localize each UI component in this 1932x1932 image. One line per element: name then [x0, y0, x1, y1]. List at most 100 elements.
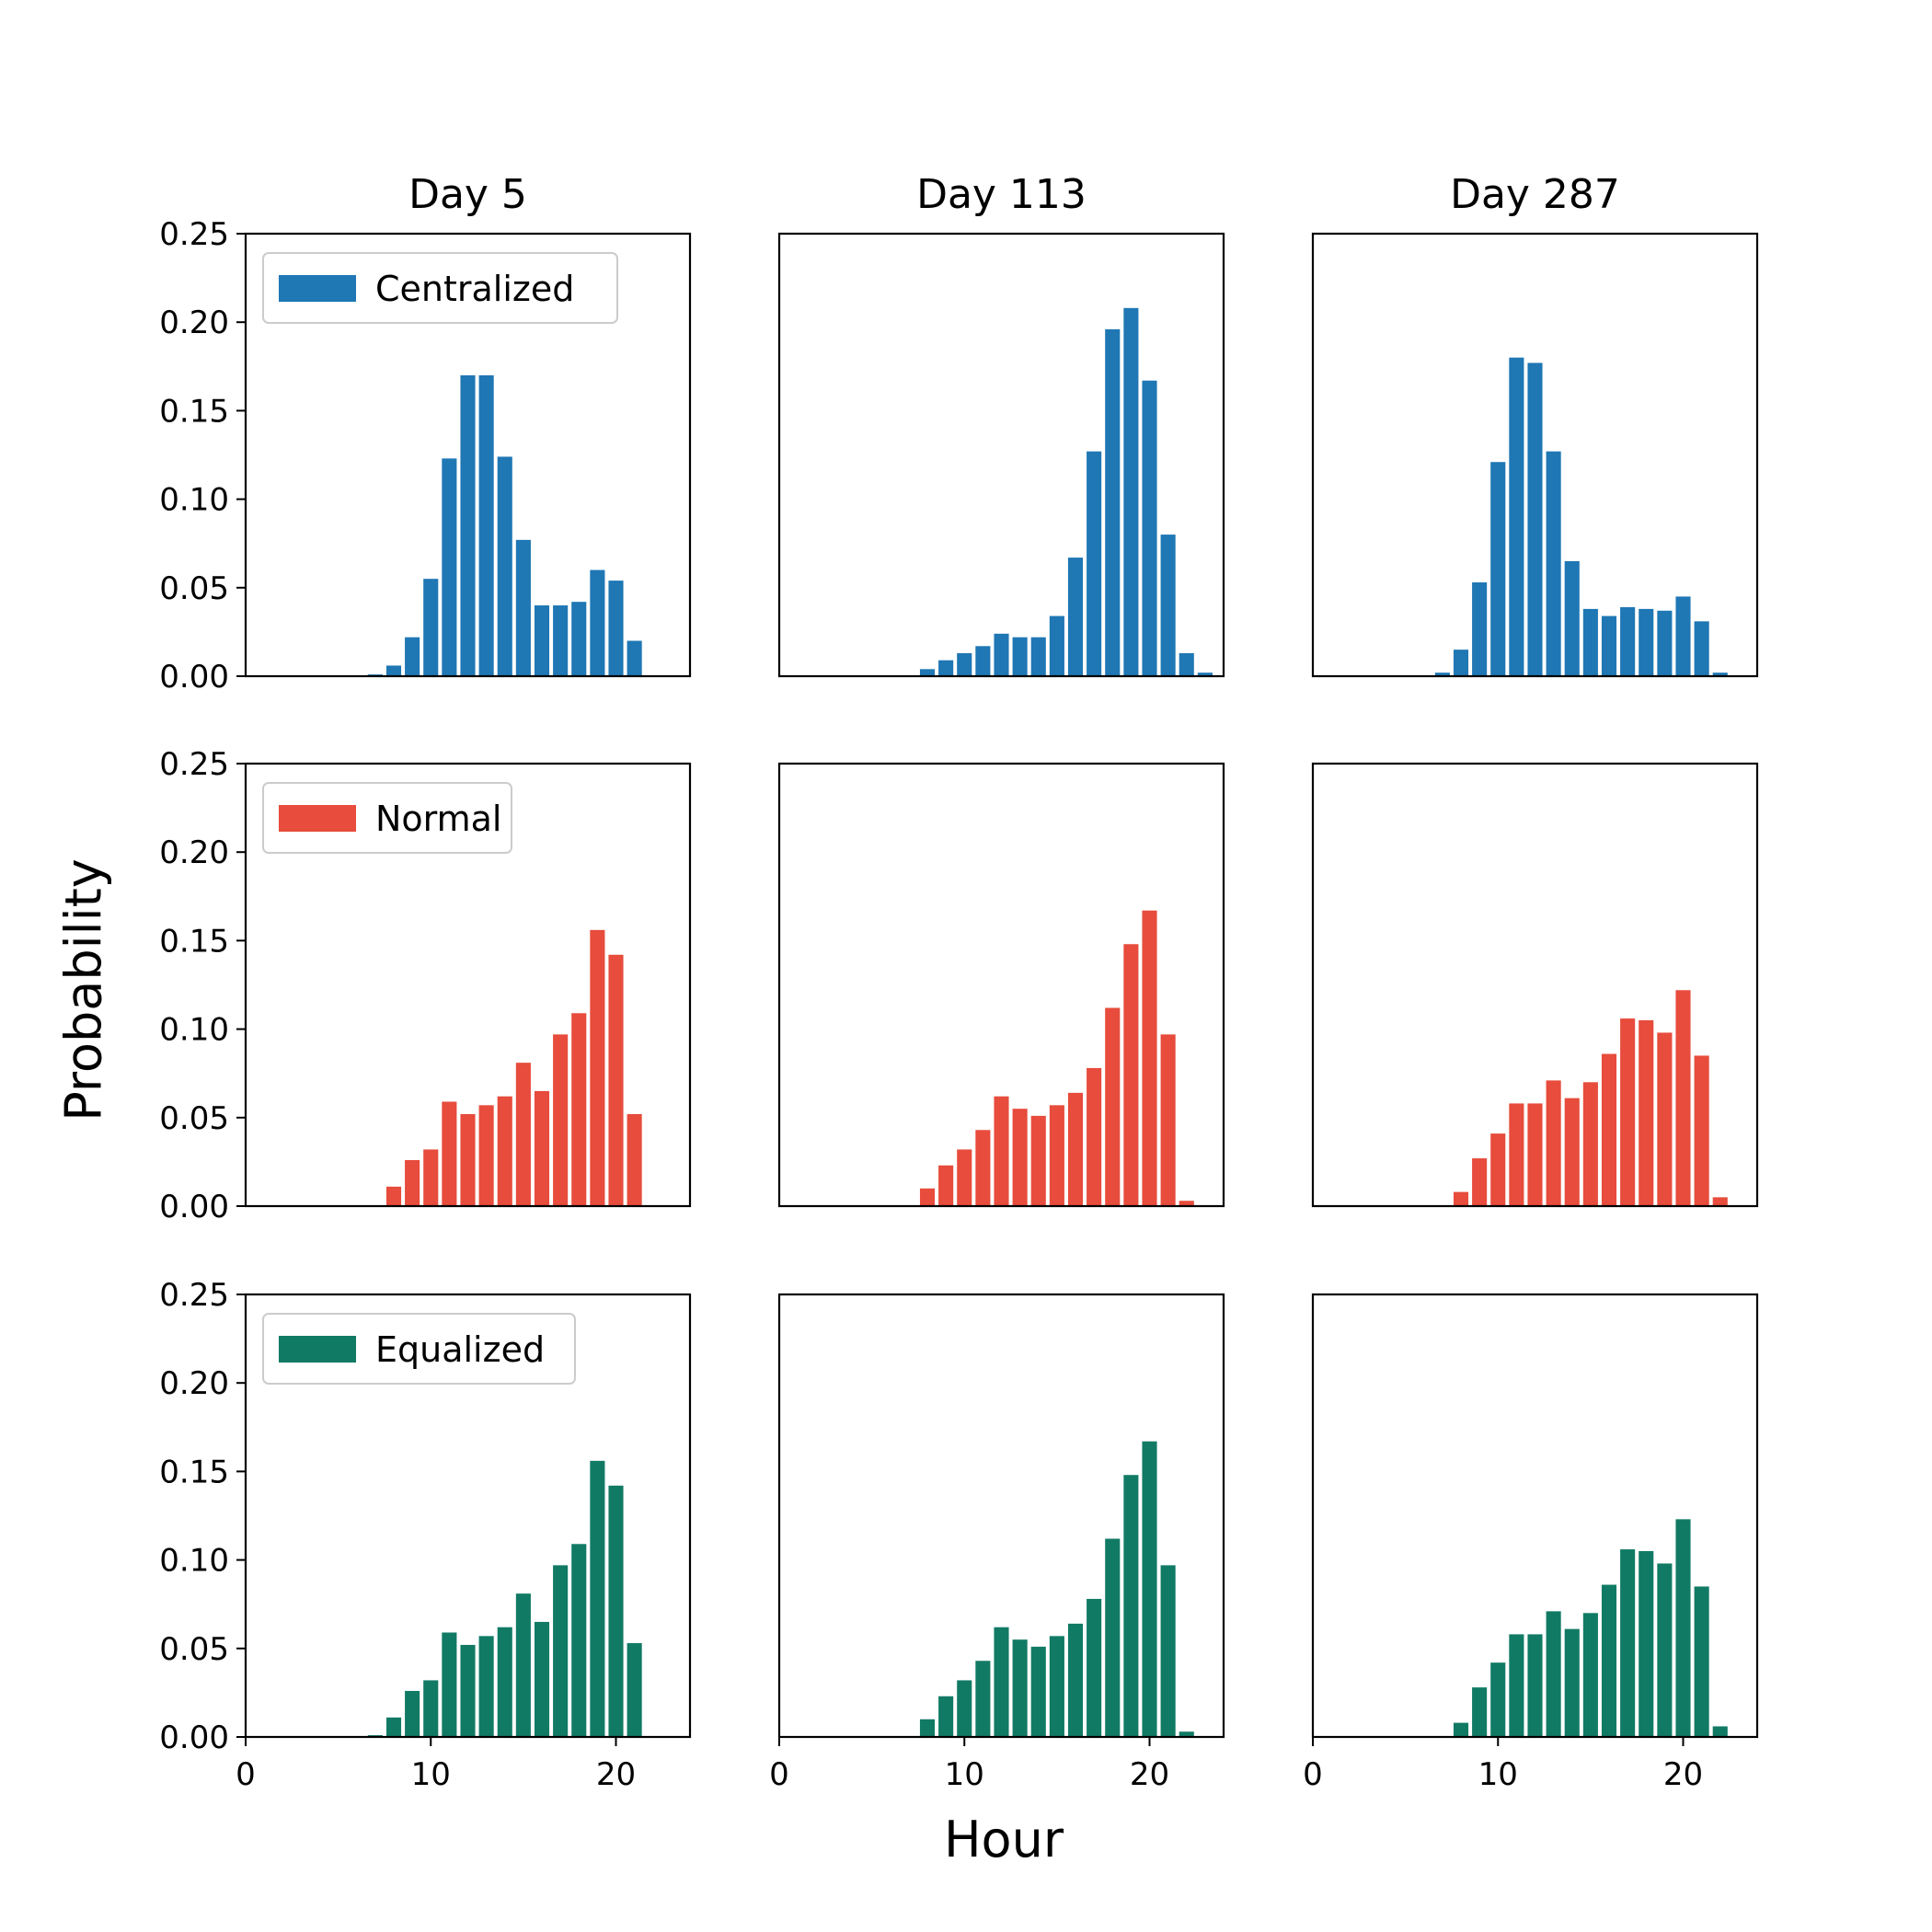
- y-tick-label: 0.10: [159, 1543, 229, 1580]
- bar-centralized-day113-hour-16: [1067, 558, 1084, 676]
- panel-frame: [1311, 762, 1759, 1208]
- bar-centralized-day287-hour-7: [1434, 673, 1450, 676]
- bar-equalized-day287-hour-12: [1527, 1634, 1543, 1737]
- bar-normal-day287-hour-11: [1509, 1103, 1524, 1206]
- bar-centralized-day5-hour-15: [515, 539, 531, 676]
- bar-centralized-day113-hour-12: [994, 633, 1009, 676]
- bar-equalized-day113-hour-10: [957, 1680, 972, 1737]
- bar-centralized-day113-hour-8: [919, 669, 936, 676]
- bar-normal-day113-hour-21: [1160, 1034, 1176, 1206]
- bar-equalized-day113-hour-17: [1087, 1598, 1102, 1737]
- bar-equalized-day113-hour-15: [1049, 1636, 1064, 1737]
- bar-equalized-day113-hour-20: [1142, 1441, 1157, 1737]
- bar-centralized-day113-hour-20: [1142, 380, 1157, 676]
- x-axis-title: Hour: [944, 1811, 1064, 1869]
- bar-equalized-day113-hour-9: [938, 1696, 954, 1737]
- panels-group: Day 5 Day 113 Day 2870.000.050.100.150.200…: [159, 171, 1759, 1793]
- legend-label: Centralized: [375, 269, 574, 309]
- bar-equalized-day5-hour-11: [442, 1632, 457, 1737]
- bar-centralized-day5-hour-21: [627, 640, 642, 676]
- bar-centralized-day113-hour-21: [1160, 535, 1176, 676]
- bar-centralized-day287-hour-21: [1694, 621, 1709, 676]
- bar-centralized-day287-hour-17: [1620, 606, 1636, 676]
- panel-r2-c1: 0.00 0.05 0.10 0.15 0.20 0.25 Normal: [159, 746, 692, 1225]
- panel-r3-c1: 0.00 0.05 0.10 0.15 0.20 0.25 0 10 20 Equalized: [159, 1277, 692, 1793]
- bar-normal-day113-hour-8: [919, 1188, 936, 1206]
- bar-normal-day287-hour-10: [1490, 1133, 1506, 1206]
- bar-normal-day287-hour-19: [1657, 1032, 1673, 1206]
- bar-normal-day5-hour-13: [478, 1105, 494, 1206]
- y-tick-label: 0.05: [159, 1631, 229, 1668]
- panel-frame: [1311, 1293, 1759, 1739]
- panel-frame: [777, 232, 1225, 678]
- bar-equalized-day113-hour-14: [1030, 1646, 1046, 1737]
- bar-equalized-day287-hour-17: [1620, 1549, 1636, 1737]
- bar-normal-day5-hour-20: [608, 954, 624, 1206]
- bar-equalized-day5-hour-21: [627, 1643, 642, 1737]
- bar-normal-day113-hour-14: [1030, 1115, 1046, 1206]
- x-tick-label: 10: [411, 1756, 451, 1793]
- bar-equalized-day287-hour-14: [1564, 1628, 1580, 1737]
- panel-r3-c3: 0 10 20: [1303, 1293, 1759, 1793]
- bar-centralized-day5-hour-12: [460, 374, 476, 676]
- bar-normal-day113-hour-16: [1067, 1092, 1084, 1206]
- bar-centralized-day5-hour-14: [497, 456, 512, 676]
- bar-centralized-day287-hour-10: [1490, 462, 1506, 676]
- bar-centralized-day5-hour-19: [590, 569, 605, 676]
- bar-equalized-day287-hour-16: [1601, 1584, 1617, 1737]
- bar-equalized-day287-hour-9: [1472, 1687, 1488, 1737]
- bar-normal-day287-hour-20: [1675, 990, 1691, 1206]
- bar-normal-day5-hour-10: [423, 1149, 439, 1206]
- bar-normal-day287-hour-16: [1601, 1053, 1617, 1206]
- bar-centralized-day113-hour-9: [938, 660, 954, 676]
- panel-r2-c2: [777, 762, 1225, 1208]
- bar-centralized-day5-hour-18: [571, 602, 587, 676]
- bar-centralized-day113-hour-22: [1179, 652, 1194, 676]
- bar-centralized-day113-hour-17: [1087, 451, 1102, 676]
- bar-normal-day287-hour-15: [1582, 1082, 1598, 1206]
- y-tick-label: 0.15: [159, 393, 229, 430]
- bar-normal-day113-hour-12: [994, 1096, 1009, 1206]
- bar-centralized-day5-hour-16: [534, 605, 550, 676]
- panel-frame: [244, 762, 692, 1208]
- bar-equalized-day287-hour-10: [1490, 1662, 1506, 1737]
- bar-centralized-day287-hour-19: [1657, 610, 1673, 676]
- legend-swatch: [279, 275, 356, 302]
- bar-centralized-day5-hour-13: [478, 374, 494, 676]
- y-axis-title: Probability: [55, 858, 113, 1121]
- bar-normal-day113-hour-11: [975, 1130, 991, 1206]
- y-tick-label: 0.00: [159, 659, 229, 696]
- bar-equalized-day5-hour-17: [553, 1565, 569, 1737]
- bar-equalized-day113-hour-18: [1105, 1538, 1121, 1737]
- panel-r3-c2: 0 10 20: [769, 1293, 1225, 1793]
- bar-centralized-day5-hour-20: [608, 581, 624, 676]
- bar-normal-day113-hour-22: [1179, 1201, 1194, 1206]
- bar-equalized-day113-hour-19: [1123, 1475, 1139, 1737]
- bar-centralized-day5-hour-11: [442, 458, 457, 676]
- bar-equalized-day5-hour-10: [423, 1680, 439, 1737]
- y-tick-label: 0.15: [159, 923, 229, 960]
- bar-equalized-day113-hour-8: [919, 1719, 936, 1737]
- bar-centralized-day113-hour-13: [1012, 637, 1028, 676]
- bar-normal-day5-hour-9: [405, 1159, 420, 1206]
- legend-box: [262, 1313, 576, 1385]
- bar-normal-day113-hour-13: [1012, 1109, 1028, 1206]
- bar-equalized-day113-hour-22: [1179, 1731, 1194, 1737]
- bar-equalized-day113-hour-16: [1067, 1623, 1084, 1737]
- y-tick-label: 0.05: [159, 1100, 229, 1137]
- bar-centralized-day113-hour-14: [1030, 637, 1046, 676]
- bar-normal-day5-hour-14: [497, 1096, 512, 1206]
- bar-centralized-day113-hour-11: [975, 646, 991, 676]
- bar-equalized-day287-hour-13: [1546, 1611, 1561, 1737]
- bar-normal-day5-hour-17: [553, 1034, 569, 1206]
- bar-equalized-day287-hour-8: [1453, 1722, 1469, 1737]
- bar-normal-day5-hour-19: [590, 929, 605, 1206]
- bar-normal-day113-hour-19: [1123, 944, 1139, 1206]
- bar-centralized-day5-hour-9: [405, 637, 420, 676]
- bar-centralized-day5-hour-8: [385, 665, 402, 676]
- bar-normal-day287-hour-17: [1620, 1018, 1636, 1206]
- bar-centralized-day287-hour-20: [1675, 596, 1691, 676]
- bar-normal-day113-hour-18: [1105, 1007, 1121, 1206]
- bar-normal-day287-hour-9: [1472, 1158, 1488, 1206]
